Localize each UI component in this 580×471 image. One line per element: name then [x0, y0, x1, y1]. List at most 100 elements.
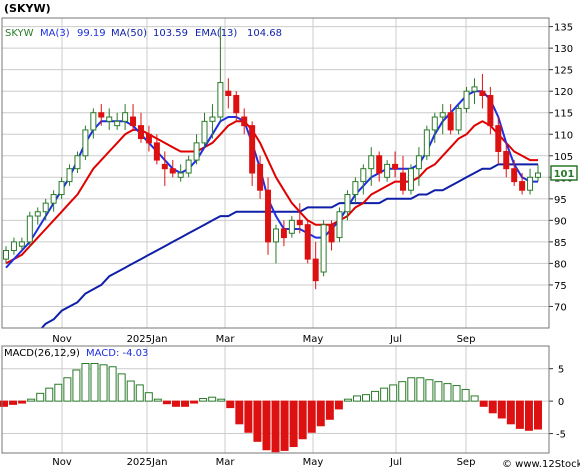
candle-body — [407, 168, 414, 191]
macd-bar — [36, 392, 45, 402]
candle-body — [50, 194, 57, 204]
macd-x-tick-label: Nov — [52, 457, 72, 468]
macd-bar — [72, 369, 81, 402]
candle-body — [106, 116, 113, 122]
candle-body — [225, 90, 232, 96]
macd-y-tick-label: 5 — [558, 365, 564, 376]
candle-body — [439, 112, 446, 118]
candle-body — [296, 219, 303, 226]
macd-bar — [226, 400, 235, 409]
macd-bar — [99, 364, 108, 402]
candle-body — [535, 172, 541, 178]
candle-body — [272, 228, 279, 243]
macd-bar — [515, 400, 524, 429]
macd-bar — [45, 387, 54, 402]
candle-body — [122, 112, 129, 122]
price-y-tick-label: 130 — [554, 44, 573, 55]
candle-body — [90, 112, 97, 131]
candle-body — [423, 129, 430, 157]
macd-x-tick-label: 2025Jan — [127, 457, 168, 468]
macd-bar — [407, 377, 416, 402]
candle-body — [145, 133, 152, 144]
price-x-tick-label: May — [303, 334, 324, 345]
candle-body — [233, 95, 240, 114]
macd-bar — [144, 392, 153, 402]
candle-body — [511, 168, 518, 183]
price-y-tick-label: 70 — [554, 302, 567, 313]
candle-body — [328, 224, 335, 243]
price-y-tick-label: 120 — [554, 87, 573, 98]
macd-bar — [534, 400, 542, 430]
candle-body — [320, 224, 327, 273]
candle-body — [209, 116, 216, 122]
candle-body — [455, 107, 462, 131]
price-y-tick-label: 85 — [554, 238, 567, 249]
candle-body — [161, 163, 168, 170]
macd-bar — [9, 400, 18, 405]
candle-body — [34, 211, 41, 217]
macd-bar — [461, 388, 470, 402]
legend-ma50-value: 103.59 — [153, 28, 188, 39]
candle-body — [137, 125, 144, 140]
candle-body — [312, 258, 319, 282]
price-y-tick-label: 80 — [554, 259, 567, 270]
macd-x-tick-label: Jul — [389, 457, 402, 468]
candle-body — [487, 95, 494, 127]
candle-body — [265, 189, 272, 243]
candle-body — [527, 176, 534, 191]
macd-bar — [253, 400, 262, 442]
candle-body — [471, 86, 478, 92]
macd-bar — [416, 377, 425, 402]
candle-body — [376, 155, 383, 174]
macd-bar — [488, 400, 497, 414]
candle-body — [503, 150, 510, 170]
price-x-tick-label: Sep — [457, 334, 476, 345]
candle-body — [384, 163, 391, 178]
macd-panel-header: MACD(26,12,9) MACD: -4.03 — [4, 348, 148, 359]
candle-body — [82, 129, 89, 157]
candle-body — [241, 116, 248, 127]
macd-bar — [289, 400, 298, 448]
macd-bar — [81, 363, 90, 402]
macd-bar — [362, 394, 371, 402]
candle-body — [3, 250, 9, 260]
candle-body — [66, 168, 73, 183]
series-layer — [0, 26, 542, 453]
price-panel-header: (SKYW) SKYW MA(3) 99.19 MA(50) 103.59 EM… — [4, 2, 282, 39]
axis-layer: 13513012512011511010510095908580757050-5… — [1, 17, 578, 468]
price-y-tick-label: 115 — [554, 109, 573, 120]
macd-bar — [343, 398, 352, 402]
macd-bar — [54, 383, 63, 402]
macd-bar — [217, 398, 226, 402]
macd-bar — [135, 384, 144, 402]
price-x-tick-label: 2025Jan — [127, 334, 168, 345]
price-x-tick-label: Mar — [216, 334, 236, 345]
macd-bar — [162, 400, 171, 405]
candle-body — [479, 90, 486, 96]
candle-body — [415, 155, 422, 170]
candle-body — [288, 219, 295, 234]
macd-bar — [380, 387, 389, 402]
ma50-line — [40, 163, 538, 328]
macd-x-tick-label: Sep — [457, 457, 476, 468]
macd-bar — [524, 400, 533, 431]
macd-bar — [479, 400, 488, 407]
candle-body — [58, 181, 65, 196]
candle-body — [42, 202, 49, 213]
macd-bar — [371, 390, 380, 402]
macd-x-tick-label: Mar — [216, 457, 236, 468]
price-y-tick-label: 135 — [554, 23, 573, 34]
candle-body — [18, 241, 25, 247]
candle-body — [431, 116, 438, 131]
candle-body — [26, 215, 33, 243]
macd-bar — [298, 400, 307, 440]
macd-bar — [27, 398, 36, 402]
macd-bar — [452, 385, 461, 402]
candle-body — [193, 142, 200, 161]
price-panel-frame — [1, 17, 550, 329]
candle-body — [98, 112, 105, 118]
macd-bar — [425, 379, 434, 402]
candle-body — [392, 163, 399, 170]
watermark: © www.12Stocks.com — [502, 459, 580, 470]
